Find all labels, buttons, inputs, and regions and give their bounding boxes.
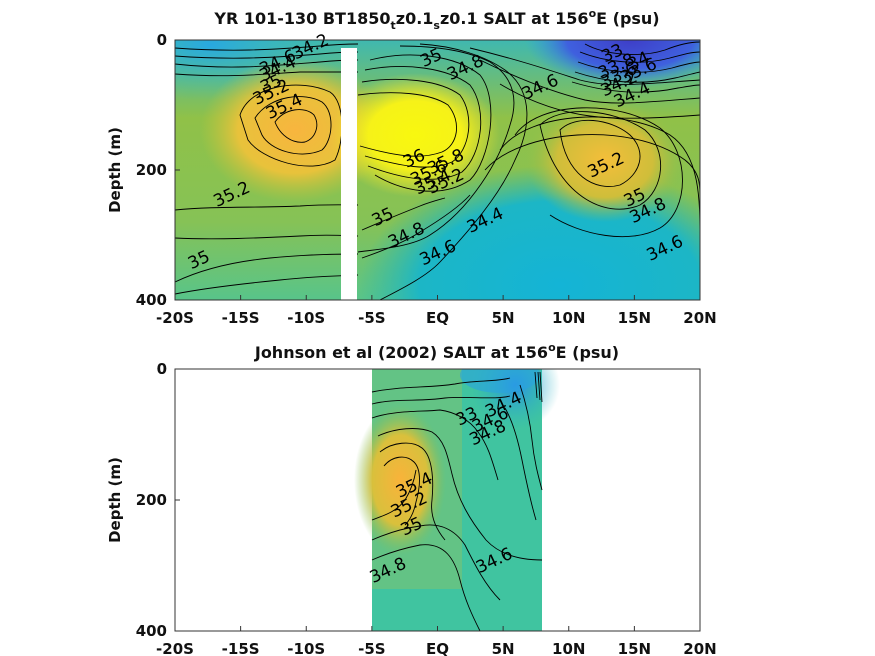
chart1-x-axis: -20S -15S -10S -5S EQ 5N 10N 15N 20N — [156, 295, 717, 327]
chart2-ylabel: Depth (m) — [106, 457, 124, 543]
chart1-y-axis: 0 200 400 — [136, 31, 180, 309]
chart1-x-tick-label: 10N — [552, 309, 585, 327]
chart1-x-tick-label: EQ — [426, 309, 449, 327]
chart2-x-tick-label: EQ — [426, 640, 449, 656]
chart2-x-tick-label: -10S — [287, 640, 325, 656]
chart1-x-tick-label: 20N — [683, 309, 716, 327]
chart2-plot-area — [354, 369, 560, 631]
chart1-contour-lines — [175, 41, 700, 300]
chart1-field-east-max — [525, 98, 685, 222]
chart1-title: YR 101-130 BT1850tz0.1sz0.1 SALT at 156o… — [213, 7, 659, 32]
chart1-x-tick-label: -10S — [287, 309, 325, 327]
chart2-x-tick-label: 15N — [618, 640, 651, 656]
chart2-x-tick-label: -15S — [222, 640, 260, 656]
chart1-data-gap — [341, 50, 357, 300]
chart2-y-tick-label: 200 — [136, 491, 167, 509]
chart1-x-tick-label: -20S — [156, 309, 194, 327]
chart2-x-axis: -20S -15S -10S -5S EQ 5N 10N 15N 20N — [156, 626, 717, 656]
chart1-y-tick-label: 400 — [136, 291, 167, 309]
chart2-field-orange — [354, 405, 446, 555]
chart2-x-tick-label: 5N — [492, 640, 515, 656]
chart1-x-tick-label: -5S — [358, 309, 385, 327]
chart1-plot-area — [175, 40, 700, 300]
chart2-x-tick-label: -5S — [358, 640, 385, 656]
chart1-x-tick-label: 5N — [492, 309, 515, 327]
chart1-y-tick-label: 0 — [157, 31, 167, 49]
chart2-x-tick-label: -20S — [156, 640, 194, 656]
chart1-y-tick-label: 200 — [136, 161, 167, 179]
chart2-x-tick-label: 10N — [552, 640, 585, 656]
chart2-y-tick-label: 400 — [136, 622, 167, 640]
chart1-x-tick-label: -15S — [222, 309, 260, 327]
chart2-field-blue-top — [460, 369, 540, 393]
chart1-field-core — [330, 73, 500, 197]
chart1-x-tick-label: 15N — [618, 309, 651, 327]
chart1-ylabel: Depth (m) — [106, 127, 124, 213]
chart1-data-gap-cap — [341, 48, 357, 53]
chart2-x-tick-label: 20N — [683, 640, 716, 656]
chart2-y-axis: 0 200 400 — [136, 360, 180, 640]
chart2-y-tick-label: 0 — [157, 360, 167, 378]
chart2-contour-lines — [371, 371, 543, 631]
chart2-title: Johnson et al (2002) SALT at 156oE (psu) — [254, 341, 619, 362]
